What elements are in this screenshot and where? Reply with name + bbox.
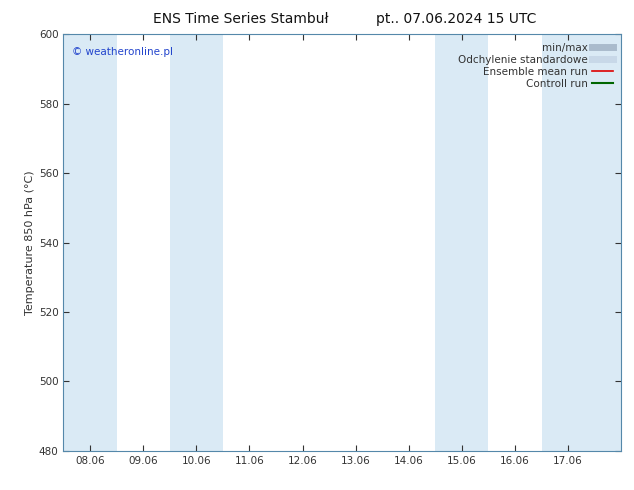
Y-axis label: Temperature 850 hPa (°C): Temperature 850 hPa (°C) <box>25 170 35 315</box>
Legend: min/max, Odchylenie standardowe, Ensemble mean run, Controll run: min/max, Odchylenie standardowe, Ensembl… <box>455 40 616 92</box>
Bar <box>63 34 117 451</box>
Text: © weatheronline.pl: © weatheronline.pl <box>72 47 173 57</box>
Bar <box>436 34 488 451</box>
Bar <box>541 34 621 451</box>
Text: pt.. 07.06.2024 15 UTC: pt.. 07.06.2024 15 UTC <box>377 12 536 26</box>
Bar <box>170 34 223 451</box>
Text: ENS Time Series Stambuł: ENS Time Series Stambuł <box>153 12 328 26</box>
